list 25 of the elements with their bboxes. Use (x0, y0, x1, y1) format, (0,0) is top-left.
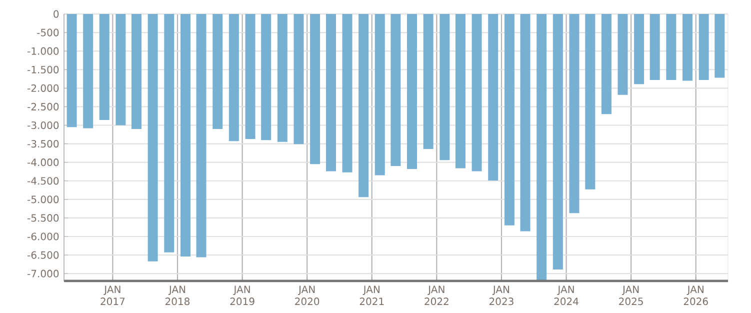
y-tick-label: -1.000 (28, 47, 59, 55)
x-tick-label: JAN 2017 (100, 286, 125, 306)
y-tick-label: -6.000 (28, 232, 59, 240)
y-tick-label: -3.500 (28, 140, 59, 148)
y-tick-label: -6.500 (28, 251, 59, 259)
y-tick-label: -5.000 (28, 196, 59, 204)
y-tick-label: 0 (54, 10, 59, 18)
x-tick-label: JAN 2021 (360, 286, 384, 306)
x-tick-label: JAN 2024 (554, 286, 578, 306)
x-tick-label: JAN 2019 (230, 286, 254, 306)
x-tick-label: JAN 2022 (424, 286, 448, 306)
x-tick-label: JAN 2023 (489, 286, 514, 306)
x-tick-label: JAN 2026 (684, 286, 708, 306)
y-tick-label: -5.500 (28, 214, 59, 222)
x-tick-label: JAN 2025 (619, 286, 643, 306)
y-tick-label: -2.500 (28, 102, 59, 110)
x-tick-label: JAN 2020 (295, 286, 320, 306)
y-tick-label: -3.000 (28, 121, 59, 130)
y-tick-label: -500 (37, 28, 59, 36)
y-tick-label: -7.000 (28, 270, 59, 278)
y-tick-label: -1.500 (28, 66, 59, 74)
y-tick-label: -4.500 (28, 177, 59, 185)
y-tick-label: -4.000 (28, 158, 59, 166)
x-tick-label: JAN 2018 (166, 286, 190, 306)
y-tick-label: -2.000 (28, 84, 59, 92)
